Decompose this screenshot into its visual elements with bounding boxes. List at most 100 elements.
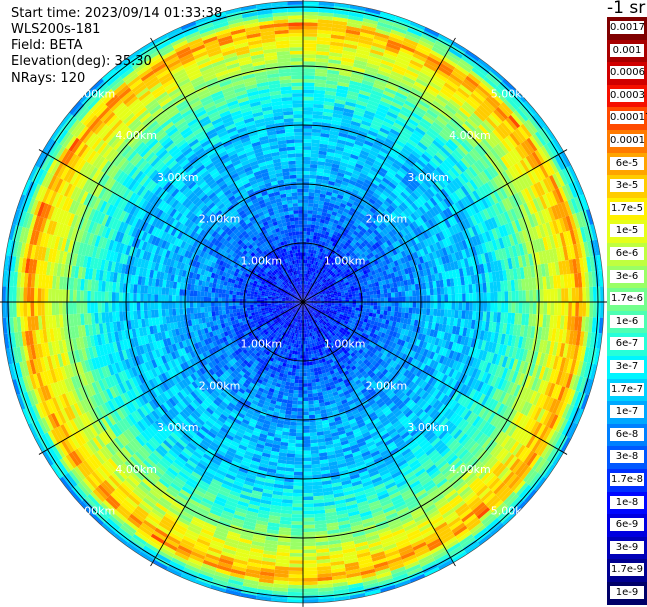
beta-cell — [432, 121, 444, 132]
beta-cell — [322, 111, 333, 117]
beta-cell — [395, 156, 405, 165]
beta-cell — [370, 166, 380, 174]
beta-cell — [440, 302, 445, 310]
beta-cell — [306, 227, 311, 232]
beta-cell — [303, 47, 317, 51]
beta-cell — [423, 295, 427, 302]
beta-cell — [377, 302, 381, 307]
beta-cell — [415, 144, 426, 154]
beta-cell — [328, 137, 338, 143]
beta-cell — [376, 25, 392, 33]
beta-cell — [430, 157, 441, 167]
beta-cell — [313, 399, 320, 405]
beta-cell — [327, 235, 332, 241]
beta-cell — [312, 125, 322, 130]
beta-cell — [433, 302, 438, 309]
beta-cell — [440, 309, 445, 317]
beta-cell — [363, 113, 374, 121]
beta-cell — [407, 138, 418, 148]
beta-cell — [311, 246, 315, 251]
beta-cell — [341, 118, 352, 125]
beta-cell — [392, 176, 401, 184]
beta-cell — [370, 45, 385, 53]
beta-cell — [366, 295, 371, 299]
beta-cell — [356, 159, 365, 167]
beta-cell — [311, 287, 315, 291]
beta-cell — [416, 158, 427, 168]
beta-cell — [453, 67, 468, 79]
beta-cell — [389, 165, 399, 174]
beta-cell — [305, 292, 308, 296]
beta-cell — [463, 101, 476, 113]
beta-cell — [303, 167, 310, 172]
beta-cell — [319, 140, 329, 145]
beta-cell — [347, 183, 355, 189]
beta-cell — [433, 308, 438, 317]
beta-cell — [308, 397, 314, 401]
beta-cell — [445, 141, 456, 152]
beta-cell — [536, 289, 541, 302]
beta-cell — [309, 425, 317, 430]
beta-cell — [308, 278, 311, 282]
beta-cell — [308, 290, 312, 294]
beta-cell — [306, 372, 311, 377]
beta-cell — [320, 136, 329, 142]
beta-cell — [393, 159, 403, 168]
beta-cell — [333, 219, 339, 225]
beta-cell — [313, 100, 325, 105]
beta-cell — [305, 277, 307, 281]
beta-cell — [353, 166, 362, 173]
beta-cell — [312, 121, 322, 126]
beta-cell — [395, 91, 408, 101]
beta-cell — [444, 104, 457, 115]
beta-cell — [376, 289, 381, 295]
beta-cell — [316, 278, 320, 282]
beta-cell — [381, 93, 394, 102]
beta-cell — [304, 277, 306, 281]
beta-cell — [425, 59, 440, 69]
beta-cell — [347, 198, 355, 205]
beta-cell — [329, 199, 336, 205]
beta-cell — [518, 290, 523, 302]
beta-cell — [356, 302, 360, 305]
beta-cell — [417, 141, 428, 151]
beta-cell — [321, 212, 327, 217]
beta-cell — [568, 302, 572, 317]
beta-cell — [376, 217, 384, 225]
beta-cell — [370, 123, 381, 131]
beta-cell — [311, 288, 315, 292]
beta-cell — [303, 57, 316, 62]
beta-cell — [407, 118, 419, 127]
beta-cell — [389, 128, 401, 137]
beta-cell — [329, 252, 334, 258]
beta-cell — [389, 148, 400, 157]
beta-cell — [342, 111, 354, 118]
beta-cell — [334, 201, 342, 207]
beta-cell — [407, 27, 423, 37]
beta-cell — [398, 307, 402, 313]
beta-cell — [365, 175, 374, 183]
beta-cell — [332, 207, 339, 213]
beta-cell — [402, 296, 406, 302]
beta-cell — [347, 131, 358, 137]
beta-cell — [345, 247, 351, 252]
beta-cell — [331, 27, 347, 33]
beta-cell — [404, 100, 417, 109]
beta-cell — [358, 38, 373, 46]
beta-cell — [367, 130, 378, 138]
beta-cell — [317, 161, 326, 166]
beta-cell — [482, 282, 487, 293]
beta-cell — [412, 129, 424, 139]
beta-cell — [345, 29, 361, 36]
beta-cell — [456, 109, 469, 121]
beta-cell — [390, 29, 406, 38]
beta-cell — [402, 75, 416, 85]
beta-cell — [347, 160, 357, 167]
beta-cell — [407, 183, 416, 192]
beta-cell — [358, 35, 374, 43]
beta-cell — [366, 298, 371, 302]
beta-cell — [405, 141, 416, 151]
beta-cell — [305, 284, 308, 289]
beta-cell — [322, 265, 327, 270]
beta-cell — [401, 147, 412, 156]
